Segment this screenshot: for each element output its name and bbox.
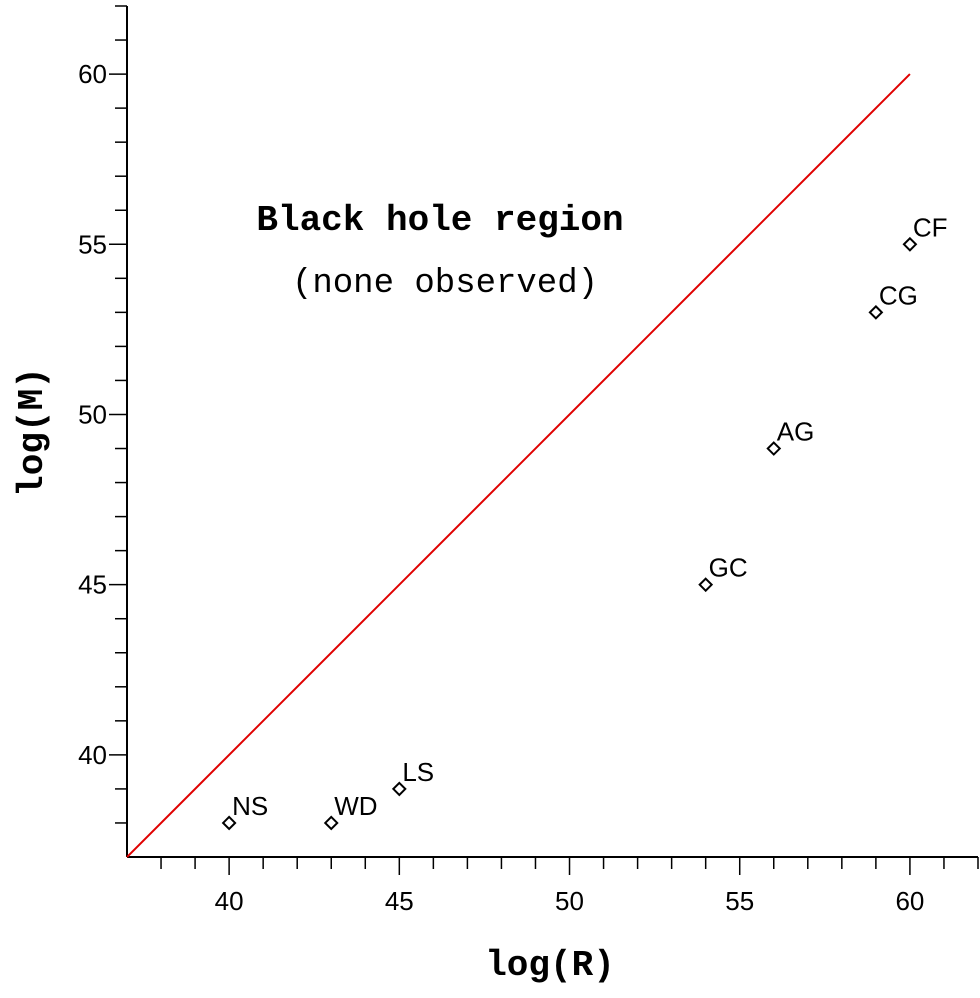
x-axis-title: log(R) [485, 945, 615, 986]
none-observed-label: (none observed) [292, 265, 598, 303]
point-label-cf: CF [913, 212, 948, 242]
point-ag [766, 441, 782, 456]
black-hole-region-label: Black hole region [256, 200, 623, 241]
bh-boundary-line [126, 73, 911, 858]
ticks [109, 5, 979, 875]
x-tick-label: 50 [555, 886, 584, 916]
y-tick-label: 40 [78, 740, 107, 770]
point-label-ls: LS [402, 757, 434, 787]
points [221, 236, 918, 831]
point-ls [391, 781, 407, 797]
point-label-cg: CG [879, 280, 918, 310]
bh-boundary-line-layer [126, 73, 911, 858]
y-tick-label: 50 [78, 399, 107, 429]
x-tick-label: 45 [385, 886, 414, 916]
point-label-ag: AG [777, 417, 815, 447]
x-tick-label: 55 [725, 886, 754, 916]
y-tick-label: 55 [78, 229, 107, 259]
point-label-ns: NS [232, 791, 268, 821]
point-labels: NS WD LS GC AG CG CF [232, 212, 947, 821]
point-cf [902, 236, 918, 252]
x-tick-label: 40 [215, 886, 244, 916]
point-label-wd: WD [334, 791, 377, 821]
point-gc [698, 577, 714, 593]
point-ns [221, 815, 237, 831]
tick-labels: 40 45 50 55 60 40 45 50 55 60 [78, 59, 924, 916]
point-wd [323, 815, 339, 831]
axes [126, 6, 978, 858]
point-cg [868, 304, 884, 320]
y-axis-title: log(M) [12, 367, 53, 497]
y-tick-label: 45 [78, 570, 107, 600]
x-tick-label: 60 [895, 886, 924, 916]
y-tick-label: 60 [78, 59, 107, 89]
point-label-gc: GC [709, 553, 748, 583]
